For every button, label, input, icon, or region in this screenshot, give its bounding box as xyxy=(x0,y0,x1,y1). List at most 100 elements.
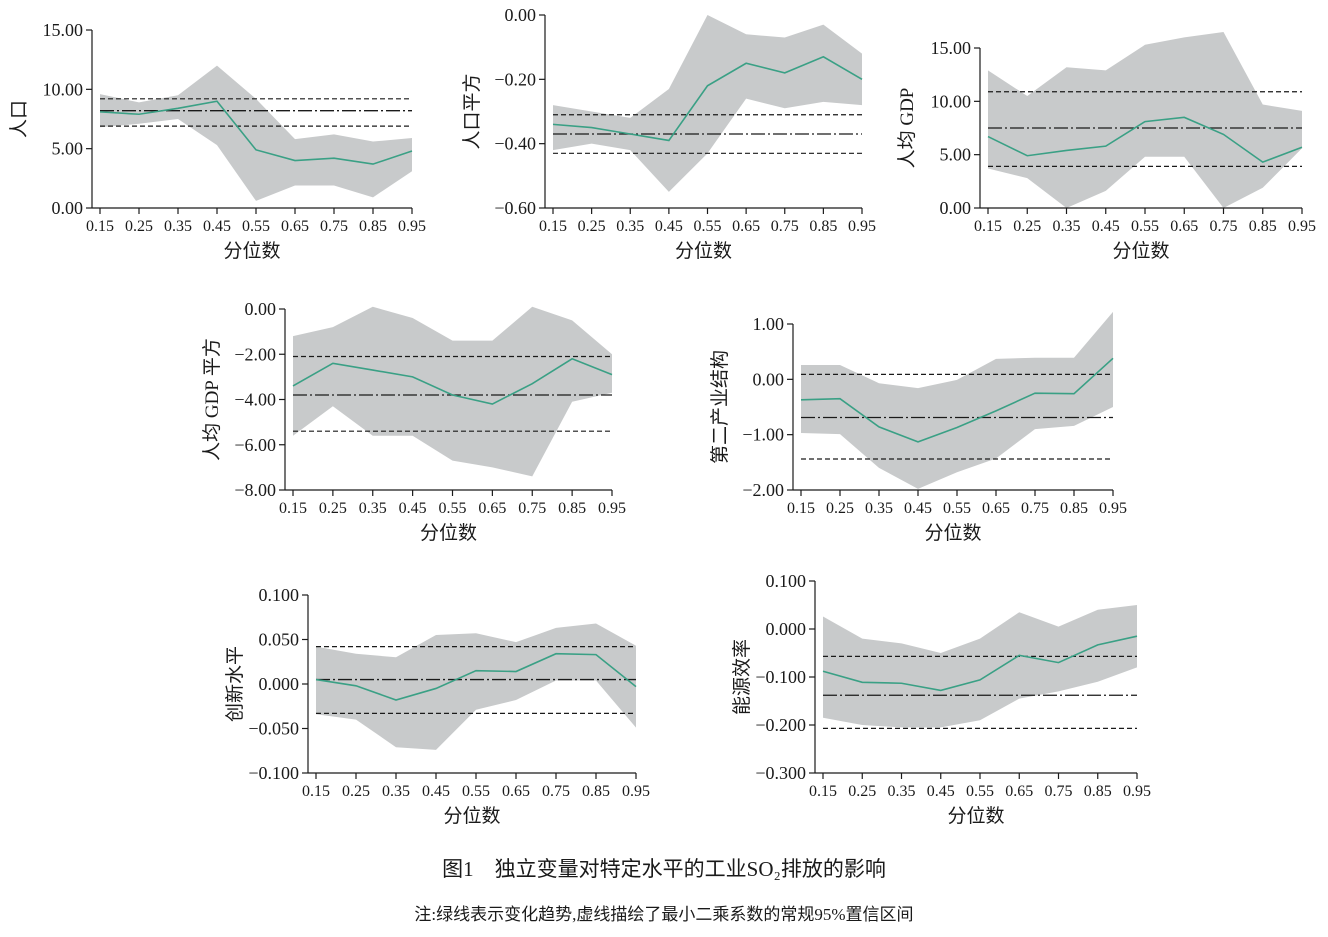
y-tick-label: −4.00 xyxy=(234,390,276,410)
x-tick-label: 0.35 xyxy=(888,783,916,800)
x-tick-label: 0.55 xyxy=(943,500,971,517)
y-tick-label: 5.00 xyxy=(52,139,84,159)
x-tick-label: 0.95 xyxy=(398,218,426,235)
x-tick-label: 0.95 xyxy=(1288,218,1316,235)
x-tick-label: 0.85 xyxy=(1060,500,1088,517)
confidence-band xyxy=(553,15,862,192)
trend-line xyxy=(552,55,863,142)
trend-line xyxy=(987,116,1303,164)
x-tick-label: 0.35 xyxy=(865,500,893,517)
chart-panel-2: −0.60 −0.40 −0.20 0.00 0.15 0.25 0.35 0.45 0.55 0… xyxy=(461,5,876,262)
x-tick-label: 0.65 xyxy=(281,218,309,235)
x-tick-label: 0.95 xyxy=(598,500,626,517)
y-tick-label: 0.000 xyxy=(766,619,807,639)
y-tick-label: 15.00 xyxy=(43,20,84,40)
y-tick-label: −0.050 xyxy=(248,719,299,739)
x-tick-label: 0.65 xyxy=(502,783,530,800)
y-axis-label: 创新水平 xyxy=(224,646,246,722)
confidence-band xyxy=(100,65,412,201)
x-tick-label: 0.55 xyxy=(462,783,490,800)
y-axis-label: 能源效率 xyxy=(731,639,753,715)
x-tick-label: 0.75 xyxy=(771,218,799,235)
x-tick-label: 0.45 xyxy=(399,500,427,517)
x-tick-label: 0.75 xyxy=(518,500,546,517)
y-axis-label: 人均 GDP xyxy=(896,88,918,169)
x-tick-label: 0.65 xyxy=(1005,783,1033,800)
figure-note: 注:绿线表示变化趋势,虚线描绘了最小二乘系数的常规95%置信区间 xyxy=(414,905,914,924)
y-axis-label: 人均 GDP 平方 xyxy=(201,338,223,461)
x-tick-label: 0.75 xyxy=(1045,783,1073,800)
y-tick-label: −0.100 xyxy=(755,667,806,687)
x-tick-label: 0.85 xyxy=(558,500,586,517)
x-tick-label: 0.25 xyxy=(1013,218,1041,235)
figure-caption: 图1 独立变量对特定水平的工业SO₂排放的影响 xyxy=(442,857,886,881)
y-tick-label: −6.00 xyxy=(234,435,276,455)
x-tick-label: 0.15 xyxy=(809,783,837,800)
x-tick-label: 0.35 xyxy=(1053,218,1081,235)
trend-line xyxy=(292,357,613,405)
y-tick-label: −1.00 xyxy=(742,425,784,445)
x-tick-label: 0.35 xyxy=(616,218,644,235)
y-tick-label: 10.00 xyxy=(931,91,972,111)
confidence-band xyxy=(988,32,1302,208)
confidence-band xyxy=(823,605,1137,728)
chart-panel-4: −8.00 −6.00 −4.00 −2.00 0.00 0.15 0.25 0.35 0.45… xyxy=(201,299,626,544)
y-tick-label: 0.100 xyxy=(766,571,807,591)
x-tick-label: 0.55 xyxy=(242,218,270,235)
x-axis-label: 分位数 xyxy=(420,522,477,544)
x-tick-label: 0.95 xyxy=(1099,500,1127,517)
trend-line xyxy=(822,635,1138,692)
x-tick-label: 0.55 xyxy=(1131,218,1159,235)
confidence-band xyxy=(801,311,1113,489)
y-tick-label: −0.20 xyxy=(494,69,536,89)
confidence-band xyxy=(293,306,612,477)
x-tick-label: 0.85 xyxy=(582,783,610,800)
x-tick-label: 0.15 xyxy=(787,500,815,517)
x-tick-label: 0.85 xyxy=(1249,218,1277,235)
x-tick-label: 0.45 xyxy=(655,218,683,235)
x-tick-label: 0.65 xyxy=(478,500,506,517)
y-tick-label: −2.00 xyxy=(234,344,276,364)
y-tick-label: 0.050 xyxy=(259,630,300,650)
x-tick-label: 0.45 xyxy=(904,500,932,517)
x-tick-label: 0.55 xyxy=(439,500,467,517)
y-tick-label: −0.40 xyxy=(494,134,536,154)
x-tick-label: 0.65 xyxy=(732,218,760,235)
trend-line xyxy=(315,652,637,701)
x-tick-label: 0.25 xyxy=(578,218,606,235)
x-tick-label: 0.35 xyxy=(359,500,387,517)
chart-panel-3: 0.00 5.00 10.00 15.00 0.15 0.25 0.35 0.45 0.55 0.… xyxy=(896,32,1316,262)
y-tick-label: 0.00 xyxy=(52,198,84,218)
y-axis-label: 第二产业结构 xyxy=(709,350,731,464)
x-tick-label: 0.75 xyxy=(320,218,348,235)
x-tick-label: 0.85 xyxy=(1084,783,1112,800)
y-tick-label: 10.00 xyxy=(43,79,84,99)
y-tick-label: 5.00 xyxy=(940,145,972,165)
chart-panel-5: −2.00 −1.00 0.00 1.00 0.15 0.25 0.35 0.45 0.55 0.… xyxy=(709,311,1127,544)
y-tick-label: −0.60 xyxy=(494,198,536,218)
trend-line xyxy=(800,357,1114,443)
y-tick-label: 0.000 xyxy=(259,674,300,694)
x-tick-label: 0.95 xyxy=(622,783,650,800)
y-tick-label: 0.00 xyxy=(505,5,537,25)
y-tick-label: −0.100 xyxy=(248,763,299,783)
trend-line xyxy=(99,100,413,165)
x-tick-label: 0.15 xyxy=(974,218,1002,235)
x-tick-label: 0.25 xyxy=(319,500,347,517)
x-axis-label: 分位数 xyxy=(675,240,732,262)
x-tick-label: 0.75 xyxy=(1021,500,1049,517)
x-tick-label: 0.45 xyxy=(422,783,450,800)
y-tick-label: 0.00 xyxy=(245,299,277,319)
x-tick-label: 0.15 xyxy=(86,218,114,235)
x-tick-label: 0.65 xyxy=(1170,218,1198,235)
y-tick-label: −2.00 xyxy=(742,480,784,500)
y-tick-label: 15.00 xyxy=(931,38,972,58)
x-axis-label: 分位数 xyxy=(223,240,280,262)
x-tick-label: 0.15 xyxy=(539,218,567,235)
x-tick-label: 0.25 xyxy=(342,783,370,800)
x-tick-label: 0.95 xyxy=(1123,783,1151,800)
x-tick-label: 0.25 xyxy=(125,218,153,235)
y-tick-label: −8.00 xyxy=(234,480,276,500)
x-tick-label: 0.45 xyxy=(1092,218,1120,235)
